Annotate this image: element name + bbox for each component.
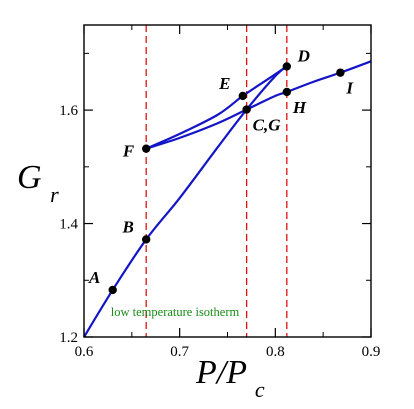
point-B xyxy=(141,235,151,244)
vertical-reference-lines xyxy=(145,25,288,337)
point-H xyxy=(282,87,292,97)
point-A xyxy=(108,285,117,295)
y-tick-label: 1.6 xyxy=(59,103,78,119)
point-label-D: D xyxy=(297,46,310,65)
point-label-F: F xyxy=(122,142,135,161)
point-F xyxy=(141,144,151,153)
point-label-E: E xyxy=(218,74,230,93)
point-E xyxy=(238,91,248,101)
state-points xyxy=(108,62,345,295)
axis-ticks: 0.6 0.7 0.8 0.9 1.2 1.4 1.6 xyxy=(59,25,380,360)
isotherm-curves xyxy=(83,60,372,338)
x-tick-label: 0.7 xyxy=(170,344,189,360)
series-line-2 xyxy=(145,60,372,150)
series-line-1 xyxy=(145,65,288,150)
x-tick-label: 0.9 xyxy=(362,344,381,360)
point-label-A: A xyxy=(88,268,100,287)
point-labels: A B F E C,G D H I xyxy=(88,46,354,287)
x-axis-title-main: P/P xyxy=(195,354,246,391)
point-C-G xyxy=(242,105,251,114)
x-axis-title: P/P c xyxy=(195,354,265,402)
y-axis-title: G r xyxy=(17,159,59,207)
point-label-I: I xyxy=(345,79,354,98)
isotherm-annotation: low temperature isotherm xyxy=(111,305,240,319)
y-tick-label: 1.2 xyxy=(59,330,78,346)
point-D xyxy=(282,62,292,71)
point-label-B: B xyxy=(122,217,134,236)
y-axis-title-subscript: r xyxy=(50,182,59,207)
x-tick-label: 0.8 xyxy=(266,344,285,360)
point-label-C-G: C,G xyxy=(253,116,282,135)
plot-frame xyxy=(83,24,372,338)
y-tick-label: 1.4 xyxy=(59,217,78,233)
y-axis-title-main: G xyxy=(17,159,42,196)
point-label-H: H xyxy=(292,98,307,117)
x-tick-label: 0.6 xyxy=(75,344,94,360)
x-axis-title-subscript: c xyxy=(255,377,265,402)
series-line-0 xyxy=(83,65,288,338)
point-I xyxy=(336,68,345,77)
